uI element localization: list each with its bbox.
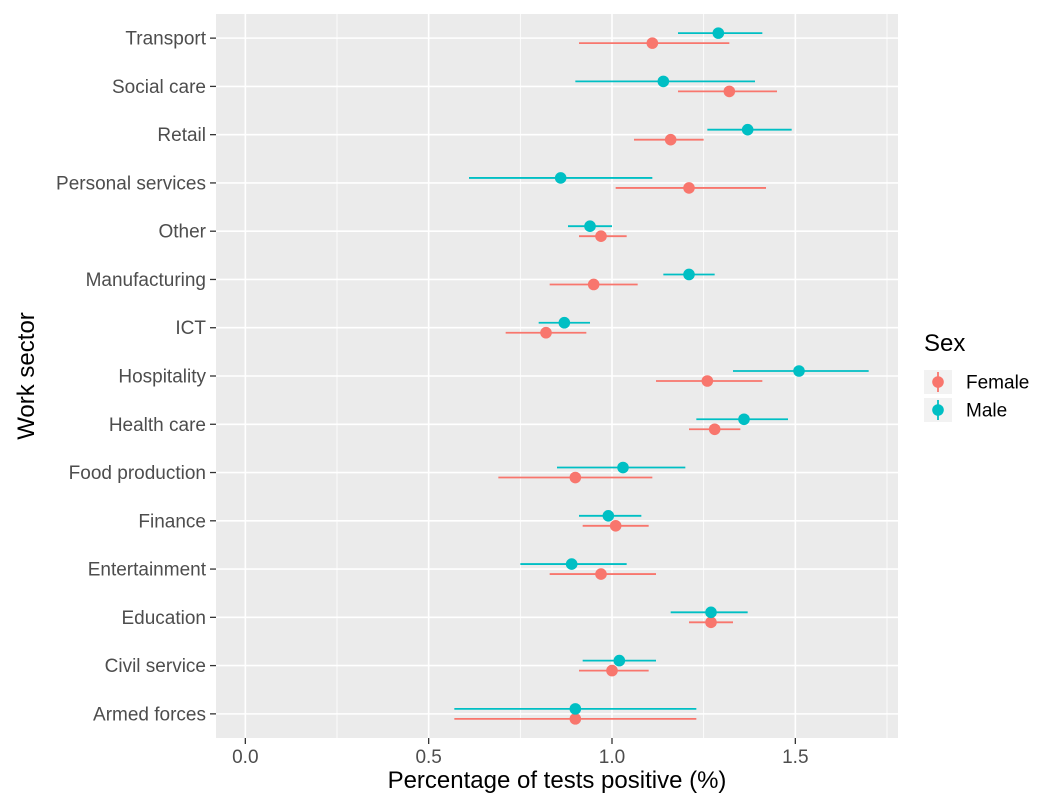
data-point (793, 365, 805, 377)
data-point (723, 85, 736, 98)
legend-key-point (932, 376, 944, 388)
data-point (554, 172, 567, 184)
series-layer (454, 27, 869, 725)
data-point (683, 268, 695, 281)
data-point (738, 413, 750, 426)
y-tick-label: Food production (69, 463, 206, 484)
legend-key-point (932, 404, 944, 416)
series-female (454, 37, 777, 725)
x-tick-label: 0.5 (415, 747, 441, 768)
x-axis-title: Percentage of tests positive (%) (388, 767, 727, 794)
data-point (584, 220, 596, 232)
data-point (558, 316, 571, 329)
y-tick-label: Education (121, 608, 206, 629)
data-point (646, 37, 659, 49)
y-axis-title: Work sector (13, 312, 40, 440)
y-tick-label: ICT (175, 318, 206, 339)
y-tick-label: Social care (112, 77, 206, 98)
major-gridlines (216, 14, 898, 738)
y-tick-label: Armed forces (93, 704, 206, 725)
y-tick-label: Entertainment (88, 560, 207, 581)
data-point (569, 713, 582, 725)
data-point (595, 568, 607, 580)
data-point (606, 664, 618, 677)
data-point (712, 27, 725, 39)
data-point (613, 654, 626, 667)
x-tick-label: 1.5 (782, 747, 808, 768)
y-tick-label: Personal services (56, 173, 206, 194)
data-point (569, 703, 582, 715)
data-point (587, 278, 600, 291)
y-tick-label: Finance (138, 511, 206, 532)
x-axis: 0.0 0.5 1.0 1.5 (232, 738, 809, 768)
y-tick-label: Retail (157, 125, 206, 146)
data-point (609, 520, 622, 532)
data-point (569, 471, 582, 484)
legend-title: Sex (924, 330, 965, 357)
legend: Sex Female Male (924, 330, 1029, 422)
data-point (741, 123, 754, 136)
data-point (595, 230, 607, 242)
x-tick-label: 0.0 (232, 747, 258, 768)
data-point (602, 510, 615, 522)
data-point (664, 133, 677, 146)
y-tick-label: Health care (109, 415, 206, 436)
data-point (657, 75, 670, 88)
data-point (540, 326, 552, 339)
data-point (565, 558, 578, 570)
data-point (708, 423, 721, 436)
data-point (705, 606, 717, 619)
legend-label-male: Male (966, 401, 1007, 422)
legend-label-female: Female (966, 373, 1029, 394)
data-point (701, 375, 714, 387)
series-male (454, 27, 869, 715)
data-point (617, 461, 629, 474)
y-axis: Armed forces Civil service Education Entert… (56, 29, 216, 725)
data-point (683, 182, 695, 194)
y-tick-label: Civil service (105, 656, 206, 677)
x-tick-label: 1.0 (599, 747, 625, 768)
y-tick-label: Other (158, 222, 206, 243)
y-tick-label: Manufacturing (86, 270, 206, 291)
data-point (705, 616, 717, 629)
y-tick-label: Transport (125, 29, 206, 50)
y-tick-label: Hospitality (118, 367, 206, 388)
